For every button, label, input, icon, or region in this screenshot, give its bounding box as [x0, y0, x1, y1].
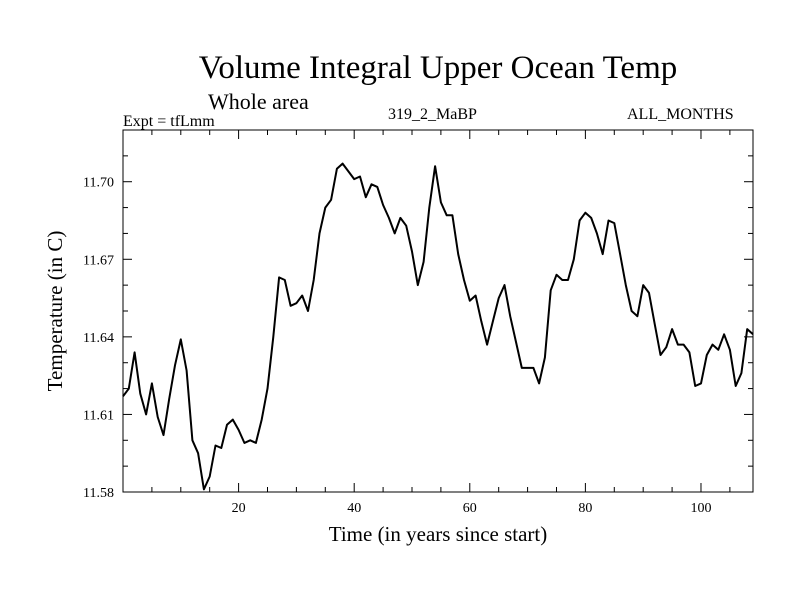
x-tick-label: 20 [232, 501, 246, 516]
y-tick-label: 11.58 [83, 486, 114, 501]
x-tick-label: 80 [578, 501, 592, 516]
y-axis-label: Temperature (in C) [43, 231, 67, 392]
x-tick-label: 40 [347, 501, 361, 516]
months-label: ALL_MONTHS [627, 106, 734, 123]
x-axis: 20 40 60 80 100 [151, 130, 731, 516]
y-tick-label: 11.67 [83, 253, 114, 268]
x-tick-label: 100 [690, 501, 711, 516]
y-axis: 11.58 11.61 11.64 11.67 11.70 [83, 155, 753, 501]
x-tick-label: 60 [463, 501, 477, 516]
x-axis-label: Time (in years since start) [329, 522, 548, 546]
y-tick-label: 11.70 [83, 176, 114, 191]
y-tick-label: 11.61 [83, 408, 114, 423]
chart-subtitle: Whole area [208, 89, 309, 114]
experiment-label: Expt = tfLmm [123, 113, 215, 130]
y-tick-label: 11.64 [83, 331, 114, 346]
chart-title: Volume Integral Upper Ocean Temp [198, 50, 678, 86]
run-label: 319_2_MaBP [388, 106, 477, 123]
series-line [122, 162, 754, 491]
